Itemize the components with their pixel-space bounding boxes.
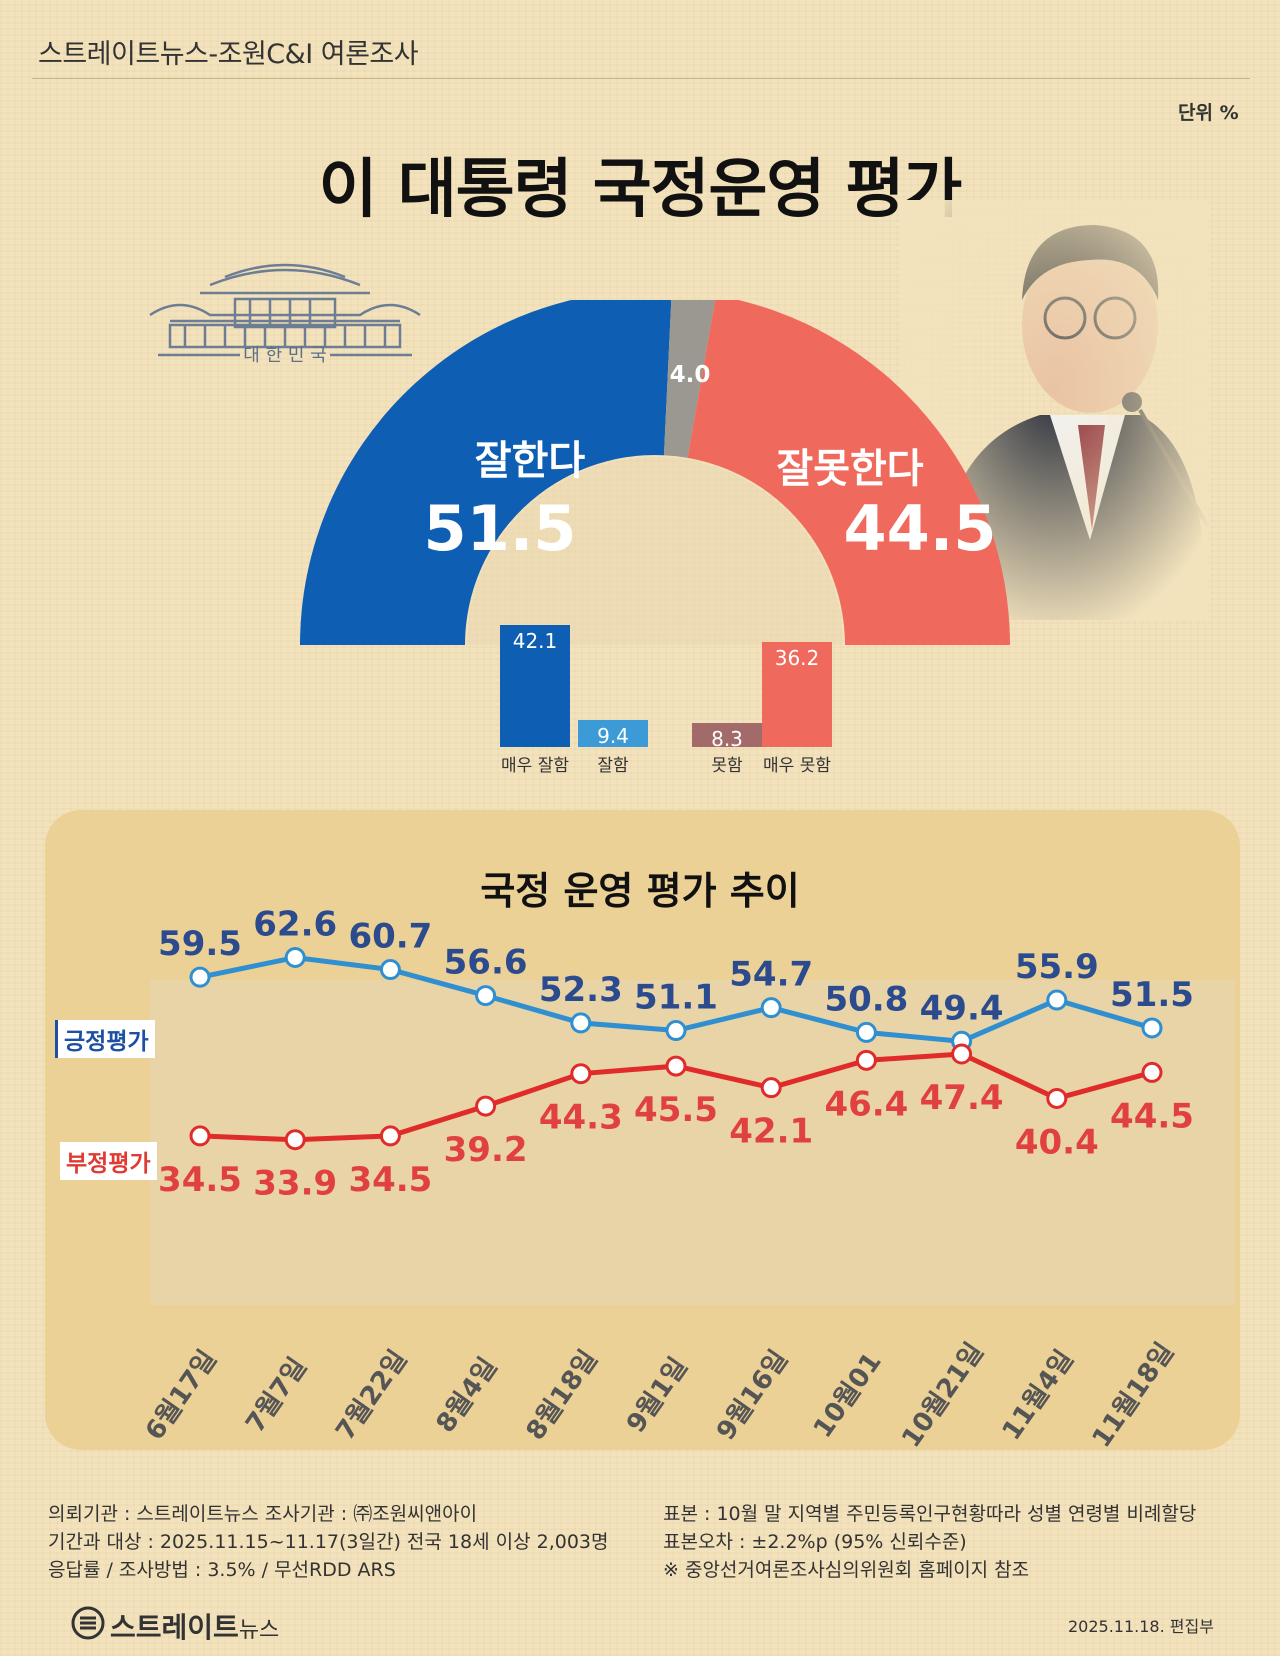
data-label: 59.5 bbox=[158, 924, 242, 964]
logo-main: 스트레이트 bbox=[110, 1611, 239, 1644]
footer-line: 표본오차 : ±2.2%p (95% 신뢰수준) bbox=[663, 1528, 1196, 1556]
footer-right: 표본 : 10월 말 지역별 주민등록인구현황따라 성별 연령별 비례할당 표본… bbox=[663, 1500, 1196, 1584]
data-label: 42.1 bbox=[729, 1112, 813, 1152]
data-label: 34.5 bbox=[348, 1160, 432, 1200]
data-point bbox=[191, 968, 209, 986]
data-label: 52.3 bbox=[539, 970, 623, 1010]
data-label: 40.4 bbox=[1015, 1122, 1099, 1162]
data-label: 62.6 bbox=[253, 904, 337, 944]
x-tick-label: 11월18일 bbox=[1087, 1338, 1181, 1454]
x-tick-label: 9월1일 bbox=[621, 1352, 694, 1438]
data-point bbox=[286, 948, 304, 966]
data-point bbox=[953, 1045, 971, 1063]
x-tick-label: 9월16일 bbox=[711, 1345, 794, 1446]
data-label: 55.9 bbox=[1015, 947, 1099, 987]
data-point bbox=[1048, 1089, 1066, 1107]
x-tick-label: 7월22일 bbox=[330, 1345, 413, 1446]
data-point bbox=[667, 1057, 685, 1075]
x-tick-label: 8월18일 bbox=[521, 1345, 604, 1446]
data-label: 60.7 bbox=[348, 917, 432, 957]
data-point bbox=[762, 1079, 780, 1097]
data-label: 47.4 bbox=[920, 1078, 1004, 1118]
x-tick-label: 7월7일 bbox=[240, 1352, 313, 1438]
data-point bbox=[477, 1097, 495, 1115]
x-tick-label: 10월21일 bbox=[896, 1338, 990, 1454]
data-point bbox=[286, 1131, 304, 1149]
data-label: 34.5 bbox=[158, 1160, 242, 1200]
data-label: 46.4 bbox=[824, 1084, 908, 1124]
data-label: 44.3 bbox=[539, 1098, 623, 1138]
footer-line: 기간과 대상 : 2025.11.15~11.17(3일간) 전국 18세 이상… bbox=[48, 1528, 609, 1556]
logo-icon bbox=[70, 1605, 106, 1641]
x-tick-label: 8월4일 bbox=[431, 1352, 504, 1438]
legend-negative: 부정평가 bbox=[60, 1142, 157, 1180]
data-point bbox=[762, 999, 780, 1017]
data-point bbox=[1143, 1019, 1161, 1037]
data-point bbox=[381, 961, 399, 979]
data-label: 51.1 bbox=[634, 978, 718, 1018]
data-label: 51.5 bbox=[1110, 975, 1194, 1015]
footer-line: 표본 : 10월 말 지역별 주민등록인구현황따라 성별 연령별 비례할당 bbox=[663, 1500, 1196, 1528]
data-point bbox=[477, 987, 495, 1005]
logo-sub: 뉴스 bbox=[239, 1618, 279, 1643]
data-label: 54.7 bbox=[729, 955, 813, 995]
footer-line: 응답률 / 조사방법 : 3.5% / 무선RDD ARS bbox=[48, 1556, 609, 1584]
data-point bbox=[381, 1127, 399, 1145]
data-point bbox=[572, 1065, 590, 1083]
data-point bbox=[857, 1051, 875, 1069]
data-label: 49.4 bbox=[920, 988, 1004, 1028]
footer-line: 의뢰기관 : 스트레이트뉴스 조사기관 : ㈜조원씨앤아이 bbox=[48, 1500, 609, 1528]
legend-positive: 긍정평가 bbox=[55, 1020, 155, 1058]
footer-left: 의뢰기관 : 스트레이트뉴스 조사기관 : ㈜조원씨앤아이 기간과 대상 : 2… bbox=[48, 1500, 609, 1584]
data-label: 39.2 bbox=[444, 1130, 528, 1170]
footer-line: ※ 중앙선거여론조사심의위원회 홈페이지 참조 bbox=[663, 1556, 1196, 1584]
data-point bbox=[572, 1014, 590, 1032]
data-label: 50.8 bbox=[824, 979, 908, 1019]
data-point bbox=[667, 1022, 685, 1040]
x-tick-label: 10월01 bbox=[808, 1347, 888, 1443]
data-label: 45.5 bbox=[634, 1090, 718, 1130]
data-label: 56.6 bbox=[444, 943, 528, 983]
x-tick-label: 11월4일 bbox=[997, 1345, 1080, 1446]
logo: 스트레이트뉴스 bbox=[110, 1606, 279, 1646]
data-point bbox=[191, 1127, 209, 1145]
data-label: 33.9 bbox=[253, 1164, 337, 1204]
x-tick-label: 6월17일 bbox=[140, 1345, 223, 1446]
data-point bbox=[1143, 1063, 1161, 1081]
data-point bbox=[857, 1023, 875, 1041]
data-point bbox=[1048, 991, 1066, 1009]
date-note: 2025.11.18. 편집부 bbox=[1068, 1613, 1214, 1637]
data-label: 44.5 bbox=[1110, 1096, 1194, 1136]
